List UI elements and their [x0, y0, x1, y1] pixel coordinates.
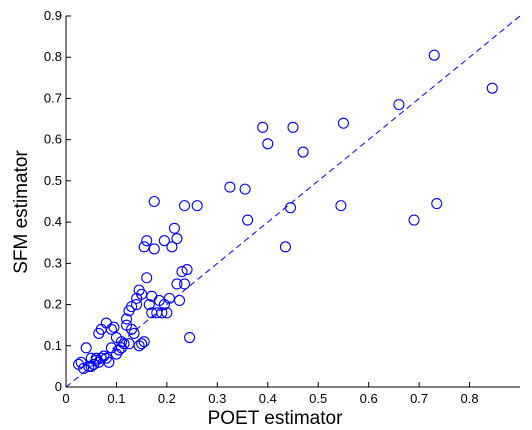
data-point — [178, 278, 191, 290]
data-point — [161, 307, 173, 319]
data-point — [156, 307, 168, 319]
y-tick-label: 0.1 — [44, 338, 62, 353]
data-point — [262, 138, 274, 150]
data-point — [173, 294, 186, 306]
data-point — [287, 121, 299, 133]
data-point — [131, 299, 143, 311]
data-point — [128, 327, 140, 339]
x-tick-label: 0.2 — [158, 391, 176, 406]
y-axis-title: SFM estimator — [11, 150, 32, 274]
data-point — [178, 200, 191, 212]
y-tick-label: 0 — [55, 379, 62, 394]
data-point — [297, 146, 309, 158]
data-point — [141, 272, 153, 284]
data-point — [284, 202, 297, 214]
x-tick-label: 0.6 — [360, 391, 378, 406]
data-point — [181, 263, 193, 276]
x-tick-label: 0.3 — [208, 391, 226, 406]
plot-area: 0 0.1 0.2 0.3 0.4 0.5 0.6 0.7 0.8 0 0.1 0.2 0.3 0.4 0.… — [44, 8, 521, 406]
data-point — [335, 200, 347, 212]
data-point — [83, 360, 95, 372]
y-tick-label: 0.6 — [44, 132, 62, 147]
x-tick-label: 0.7 — [410, 391, 428, 406]
data-point — [184, 331, 196, 344]
data-point — [105, 323, 117, 335]
data-point — [136, 338, 148, 350]
data-point — [239, 183, 251, 195]
data-point — [191, 200, 203, 212]
x-tick-label: 0.8 — [461, 391, 479, 406]
y-tick-label: 0.9 — [44, 8, 62, 23]
x-tick-label: 0.4 — [259, 391, 277, 406]
x-axis-title: POET estimator — [208, 408, 343, 429]
data-point — [171, 278, 183, 290]
data-point — [141, 235, 153, 247]
data-point — [408, 214, 420, 226]
y-tick-label: 0.4 — [44, 214, 62, 229]
reference-line — [65, 15, 521, 388]
data-point — [126, 301, 138, 313]
data-point — [168, 222, 181, 234]
data-point — [138, 241, 150, 253]
y-tick-label: 0.7 — [44, 90, 62, 105]
data-point — [118, 338, 130, 350]
y-tick-label: 0.3 — [44, 255, 62, 270]
x-tick-label: 0.1 — [107, 391, 125, 406]
data-point — [486, 82, 498, 94]
y-tick-label: 0.2 — [44, 297, 62, 312]
data-point — [115, 336, 128, 348]
data-point — [100, 317, 112, 329]
data-point — [80, 342, 92, 354]
data-point — [108, 321, 120, 333]
data-point — [224, 181, 236, 193]
data-point — [148, 243, 160, 255]
x-tick-label: 0 — [62, 391, 69, 406]
data-point — [158, 235, 170, 247]
data-point — [103, 356, 115, 368]
data-point — [138, 336, 150, 348]
x-tick-label: 0.5 — [309, 391, 327, 406]
data-point — [143, 299, 155, 311]
y-tick-label: 0.8 — [44, 49, 62, 64]
data-point — [431, 198, 443, 210]
data-point — [428, 49, 440, 61]
data-point — [257, 121, 269, 133]
data-point — [279, 241, 291, 253]
data-point — [176, 266, 188, 278]
data-point — [393, 99, 405, 111]
data-point — [171, 233, 183, 245]
data-point — [75, 356, 87, 368]
data-point — [120, 313, 133, 325]
data-point — [78, 362, 90, 375]
y-tick-label: 0.5 — [44, 173, 62, 188]
data-point — [242, 214, 254, 226]
data-point — [166, 241, 178, 253]
data-point — [337, 117, 349, 129]
data-point — [148, 195, 160, 208]
